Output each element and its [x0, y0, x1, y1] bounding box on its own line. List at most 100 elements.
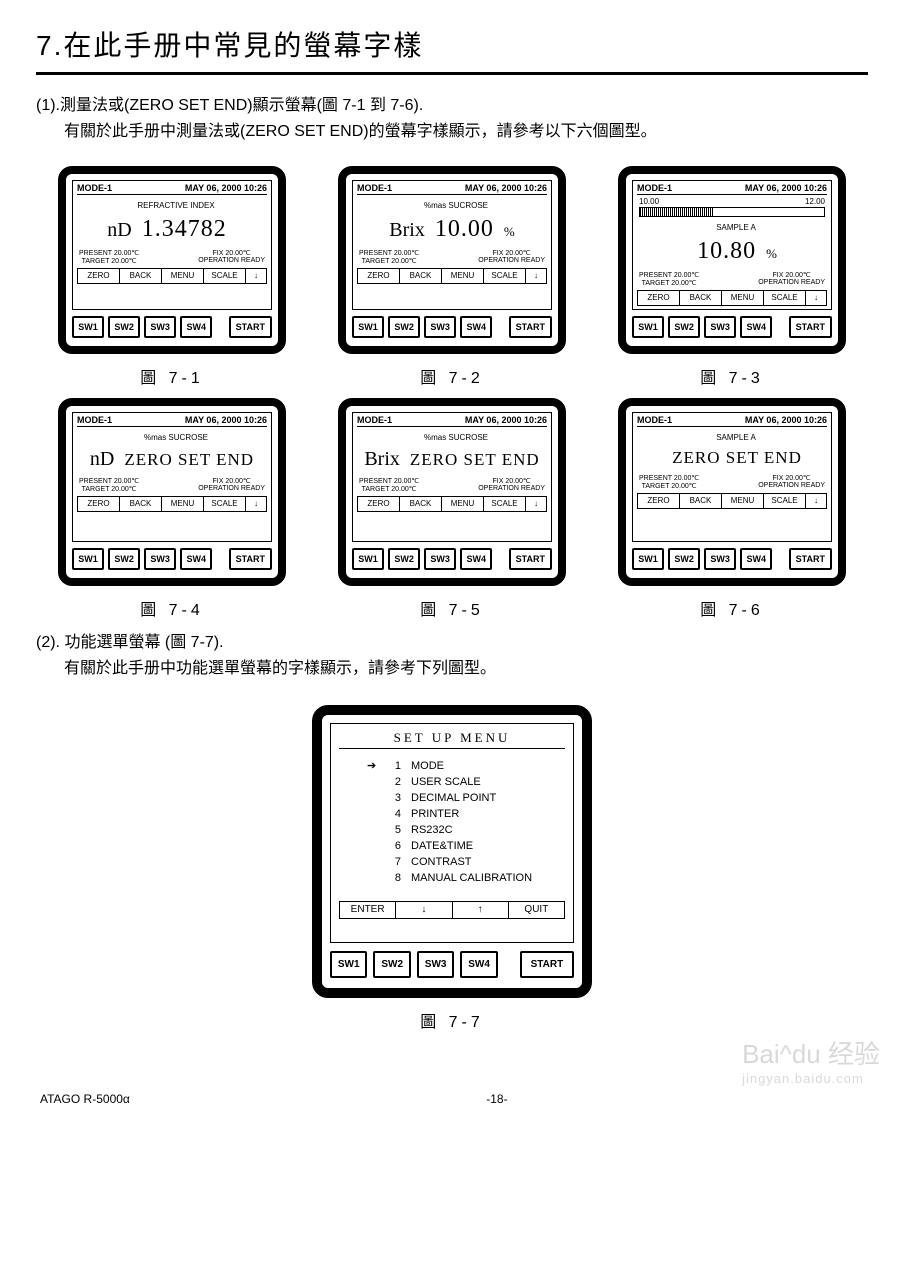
softkey-zero[interactable]: ZERO [78, 497, 120, 511]
menu-item-6[interactable]: 6DATE&TIME [389, 839, 565, 855]
menu-item-2[interactable]: 2USER SCALE [389, 775, 565, 791]
sw2-button[interactable]: SW2 [388, 316, 420, 338]
down-arrow-icon: ↓ [526, 269, 546, 283]
sw3-button[interactable]: SW3 [704, 548, 736, 570]
fig-label-7-1: 圖 7-1 [58, 364, 286, 388]
sw4-button[interactable]: SW4 [180, 316, 212, 338]
softkey-menu[interactable]: MENU [722, 494, 764, 508]
sw2-button[interactable]: SW2 [668, 316, 700, 338]
sw1-button[interactable]: SW1 [72, 548, 104, 570]
start-button[interactable]: START [509, 316, 552, 338]
softkey-back[interactable]: BACK [680, 291, 722, 305]
softkey-menu[interactable]: MENU [722, 291, 764, 305]
start-button[interactable]: START [789, 548, 832, 570]
start-button[interactable]: START [520, 951, 574, 978]
sw3-button[interactable]: SW3 [417, 951, 454, 978]
fig-label-7-5: 圖 7-5 [338, 596, 566, 620]
device-menu: SET UP MENU 1MODE 2USER SCALE 3DECIMAL P… [312, 705, 592, 998]
sw4-button[interactable]: SW4 [460, 316, 492, 338]
sw3-button[interactable]: SW3 [704, 316, 736, 338]
fig-7-7-label: 圖 7-7 [36, 1008, 868, 1032]
softkey-zero[interactable]: ZERO [78, 269, 120, 283]
screen-7-2: MODE-1MAY 06, 2000 10:26 %mas SUCROSE Br… [352, 180, 552, 310]
page-title: 7.在此手册中常見的螢幕字樣 [36, 24, 868, 64]
sw1-button[interactable]: SW1 [352, 548, 384, 570]
sw4-button[interactable]: SW4 [740, 548, 772, 570]
sw1-button[interactable]: SW1 [72, 316, 104, 338]
softkey-back[interactable]: BACK [680, 494, 722, 508]
sw1-button[interactable]: SW1 [330, 951, 367, 978]
sw2-button[interactable]: SW2 [108, 316, 140, 338]
section-1-line1: (1).測量法或(ZERO SET END)顯示螢幕(圖 7-1 到 7-6). [36, 97, 423, 114]
sw2-button[interactable]: SW2 [388, 548, 420, 570]
screen-7-5: MODE-1MAY 06, 2000 10:26 %mas SUCROSE Br… [352, 412, 552, 542]
softkey-menu[interactable]: MENU [442, 497, 484, 511]
sw4-button[interactable]: SW4 [180, 548, 212, 570]
footer-left: ATAGO R-5000α [40, 1092, 130, 1106]
down-arrow-icon: ↓ [526, 497, 546, 511]
softkey-back[interactable]: BACK [120, 269, 162, 283]
start-button[interactable]: START [229, 316, 272, 338]
sw3-button[interactable]: SW3 [144, 316, 176, 338]
sw1-button[interactable]: SW1 [632, 316, 664, 338]
softkey-zero[interactable]: ZERO [358, 269, 400, 283]
screen-7-4: MODE-1MAY 06, 2000 10:26 %mas SUCROSE nD… [72, 412, 272, 542]
fig-label-7-6: 圖 7-6 [618, 596, 846, 620]
softkey-scale[interactable]: SCALE [764, 494, 806, 508]
start-button[interactable]: START [229, 548, 272, 570]
device-7-2: MODE-1MAY 06, 2000 10:26 %mas SUCROSE Br… [338, 166, 566, 354]
watermark: Bai^du 经验 jingyan.baidu.com [742, 1034, 880, 1086]
softkey-scale[interactable]: SCALE [484, 497, 526, 511]
softkey-scale[interactable]: SCALE [204, 269, 246, 283]
sw1-button[interactable]: SW1 [352, 316, 384, 338]
watermark-main: Bai^du 经验 [742, 1039, 880, 1069]
sw1-button[interactable]: SW1 [632, 548, 664, 570]
softkey-down[interactable]: ↓ [396, 902, 452, 918]
down-arrow-icon: ↓ [246, 497, 266, 511]
sw3-button[interactable]: SW3 [144, 548, 176, 570]
softkey-back[interactable]: BACK [400, 269, 442, 283]
section-2-line2: 有關於此手册中功能選單螢幕的字樣顯示，請參考下列圖型。 [64, 656, 868, 682]
softkey-menu[interactable]: MENU [442, 269, 484, 283]
device-7-6: MODE-1MAY 06, 2000 10:26 SAMPLE A ZERO S… [618, 398, 846, 586]
fig-label-7-4: 圖 7-4 [58, 596, 286, 620]
start-button[interactable]: START [509, 548, 552, 570]
menu-item-7[interactable]: 7CONTRAST [389, 855, 565, 871]
softkey-menu[interactable]: MENU [162, 269, 204, 283]
menu-item-3[interactable]: 3DECIMAL POINT [389, 791, 565, 807]
softkey-back[interactable]: BACK [400, 497, 442, 511]
sw2-button[interactable]: SW2 [108, 548, 140, 570]
down-arrow-icon: ↓ [806, 494, 826, 508]
softkey-scale[interactable]: SCALE [204, 497, 246, 511]
softkey-scale[interactable]: SCALE [764, 291, 806, 305]
sw3-button[interactable]: SW3 [424, 548, 456, 570]
menu-title: SET UP MENU [339, 730, 565, 749]
section-1: (1).測量法或(ZERO SET END)顯示螢幕(圖 7-1 到 7-6).… [36, 93, 868, 144]
menu-softkeys: ENTER ↓ ↑ QUIT [339, 901, 565, 919]
softkey-scale[interactable]: SCALE [484, 269, 526, 283]
softkey-enter[interactable]: ENTER [340, 902, 396, 918]
sw2-button[interactable]: SW2 [373, 951, 410, 978]
menu-item-8[interactable]: 8MANUAL CALIBRATION [389, 871, 565, 887]
section-1-line2: 有關於此手册中測量法或(ZERO SET END)的螢幕字樣顯示，請參考以下六個… [64, 119, 868, 145]
fig-label-7-3: 圖 7-3 [618, 364, 846, 388]
softkey-menu[interactable]: MENU [162, 497, 204, 511]
softkey-zero[interactable]: ZERO [358, 497, 400, 511]
softkey-back[interactable]: BACK [120, 497, 162, 511]
menu-item-5[interactable]: 5RS232C [389, 823, 565, 839]
sw2-button[interactable]: SW2 [668, 548, 700, 570]
sw3-button[interactable]: SW3 [424, 316, 456, 338]
menu-item-1[interactable]: 1MODE [389, 759, 565, 775]
sw4-button[interactable]: SW4 [460, 951, 497, 978]
menu-item-4[interactable]: 4PRINTER [389, 807, 565, 823]
sw4-button[interactable]: SW4 [460, 548, 492, 570]
softkey-quit[interactable]: QUIT [509, 902, 564, 918]
softkey-zero[interactable]: ZERO [638, 494, 680, 508]
sw4-button[interactable]: SW4 [740, 316, 772, 338]
watermark-sub: jingyan.baidu.com [742, 1071, 880, 1086]
menu-list: 1MODE 2USER SCALE 3DECIMAL POINT 4PRINTE… [389, 759, 565, 887]
softkey-up[interactable]: ↑ [453, 902, 509, 918]
down-arrow-icon: ↓ [246, 269, 266, 283]
softkey-zero[interactable]: ZERO [638, 291, 680, 305]
start-button[interactable]: START [789, 316, 832, 338]
